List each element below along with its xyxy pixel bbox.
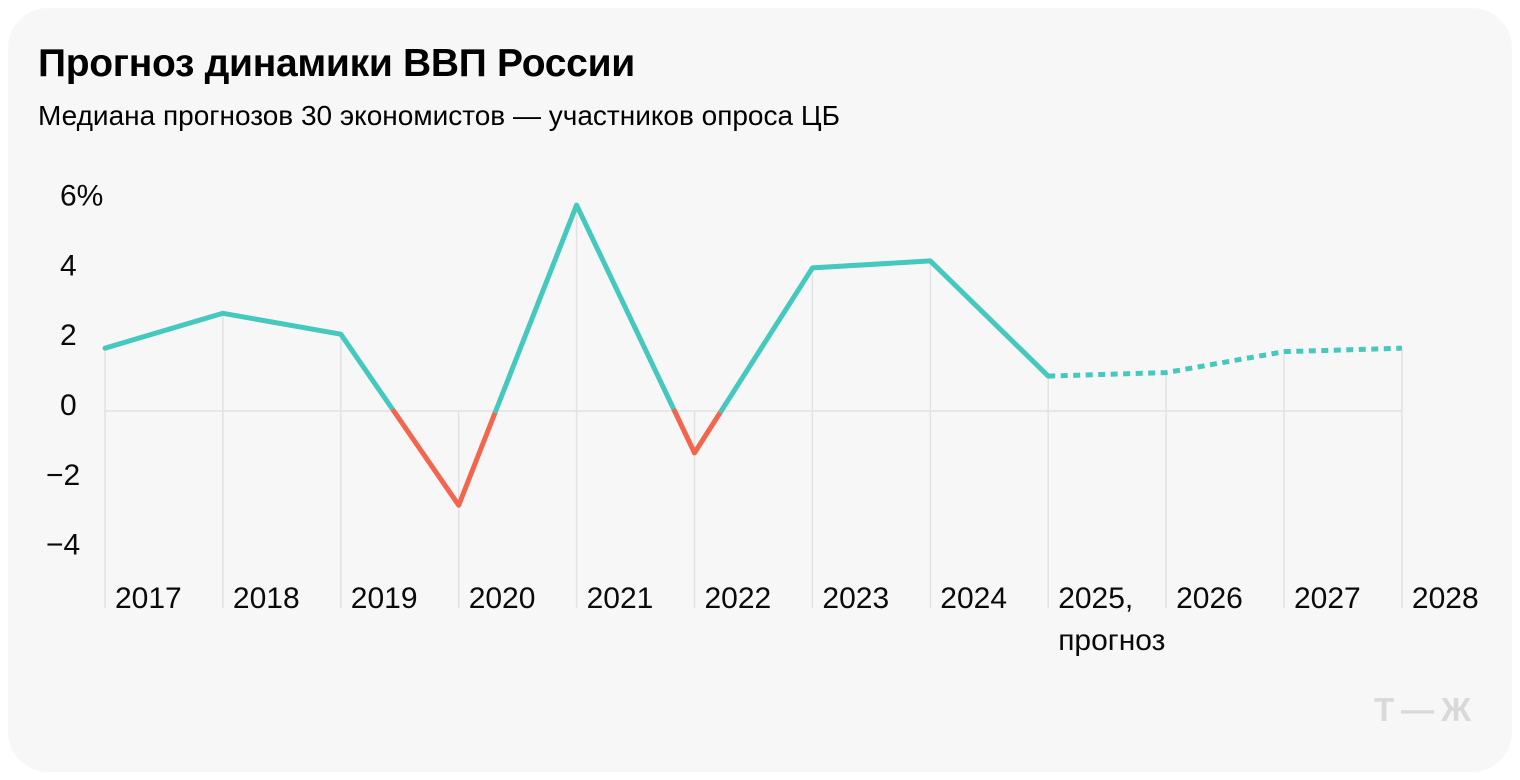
y-axis-label-6: 6% — [60, 180, 103, 213]
gdp-line-actual-negative-run — [391, 408, 499, 508]
chart-subtitle: Медиана прогнозов 30 экономистов — участ… — [38, 100, 840, 131]
y-axis-label-0: 0 — [60, 389, 77, 422]
gdp-line-forecast-dashed — [1048, 345, 1402, 379]
x-axis-label-2024: 2024 — [940, 582, 1007, 615]
chart-title: Прогноз динамики ВВП России — [38, 42, 635, 85]
x-axis-label-2027: 2027 — [1294, 582, 1361, 615]
gdp-line-actual-positive-run — [718, 258, 1051, 414]
x-axis-label-2023: 2023 — [822, 582, 889, 615]
y-axis-label-2: 2 — [60, 319, 77, 352]
x-axis-label-2025: 2025, — [1058, 582, 1133, 615]
x-axis-label-2018: 2018 — [233, 582, 300, 615]
x-axis-label-2028: 2028 — [1412, 582, 1479, 615]
y-axis-label-4: 4 — [60, 249, 77, 282]
x-axis-sublabel-2025: прогноз — [1058, 624, 1165, 657]
y-axis-label--4: −4 — [46, 529, 80, 562]
gdp-line-actual-positive-run — [102, 310, 397, 414]
x-axis-label-2020: 2020 — [469, 582, 536, 615]
x-axis-label-2021: 2021 — [587, 582, 654, 615]
x-axis-label-2017: 2017 — [115, 582, 182, 615]
x-axis-label-2019: 2019 — [351, 582, 418, 615]
gdp-line-actual-positive-run — [493, 202, 678, 414]
infographic-card — [8, 8, 1512, 772]
tj-logo: Т—Ж — [1374, 691, 1478, 728]
x-axis-label-2022: 2022 — [705, 582, 772, 615]
x-axis-label-2026: 2026 — [1176, 582, 1243, 615]
y-axis-label--2: −2 — [46, 459, 80, 492]
gdp-line-actual-negative-run — [672, 408, 724, 456]
